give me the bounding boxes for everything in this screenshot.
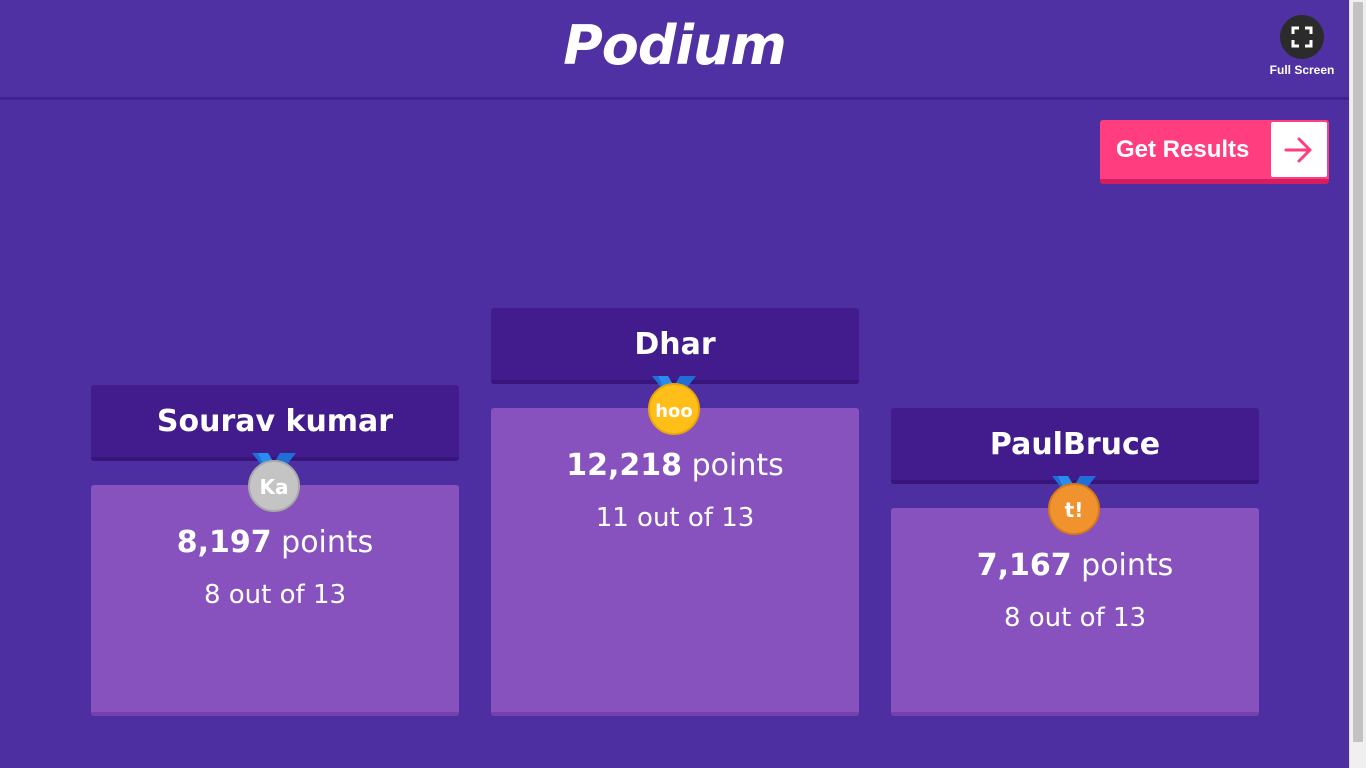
medal-text-third: t! bbox=[1065, 498, 1084, 522]
correct-count-second: 8 out of 13 bbox=[203, 580, 347, 610]
correct-count-first: 11 out of 13 bbox=[595, 503, 755, 533]
points-unit-third: points bbox=[1081, 548, 1174, 583]
points-first: 12,218 points bbox=[491, 448, 859, 483]
scrollbar-thumb[interactable] bbox=[1353, 2, 1363, 742]
medal-text-second: Ka bbox=[260, 475, 289, 499]
podium-block-second: 8,197 points 8 out of 13 bbox=[91, 485, 459, 716]
fullscreen-label: Full Screen bbox=[1269, 63, 1335, 77]
top-header: Podium Full Screen bbox=[0, 0, 1349, 100]
silver-medal-icon: Ka bbox=[248, 453, 300, 512]
get-results-label: Get Results bbox=[1116, 135, 1250, 163]
points-value-third: 7,167 bbox=[976, 548, 1072, 583]
podium-name-third: PaulBruce bbox=[891, 408, 1259, 484]
page-title: Podium bbox=[563, 14, 787, 77]
gold-medal-icon: hoo bbox=[648, 376, 700, 435]
points-second: 8,197 points bbox=[91, 525, 459, 560]
arrow-right-icon bbox=[1271, 122, 1327, 177]
fullscreen-control[interactable]: Full Screen bbox=[1262, 15, 1342, 77]
bronze-medal-icon: t! bbox=[1048, 476, 1100, 535]
vertical-scrollbar[interactable] bbox=[1349, 0, 1366, 768]
points-value-first: 12,218 bbox=[566, 448, 683, 483]
points-unit-second: points bbox=[281, 525, 374, 560]
podium-block-first: 12,218 points 11 out of 13 bbox=[491, 408, 859, 716]
podium-name-second: Sourav kumar bbox=[91, 385, 459, 461]
podium-block-third: 7,167 points 8 out of 13 bbox=[891, 508, 1259, 716]
podium-name-first: Dhar bbox=[491, 308, 859, 384]
points-value-second: 8,197 bbox=[176, 525, 272, 560]
get-results-button[interactable]: Get Results bbox=[1100, 120, 1329, 184]
expand-icon bbox=[1291, 26, 1313, 48]
points-unit-first: points bbox=[691, 448, 784, 483]
points-third: 7,167 points bbox=[891, 548, 1259, 583]
fullscreen-button[interactable] bbox=[1280, 15, 1324, 59]
correct-count-third: 8 out of 13 bbox=[1003, 603, 1147, 633]
medal-text-first: hoo bbox=[655, 401, 693, 422]
